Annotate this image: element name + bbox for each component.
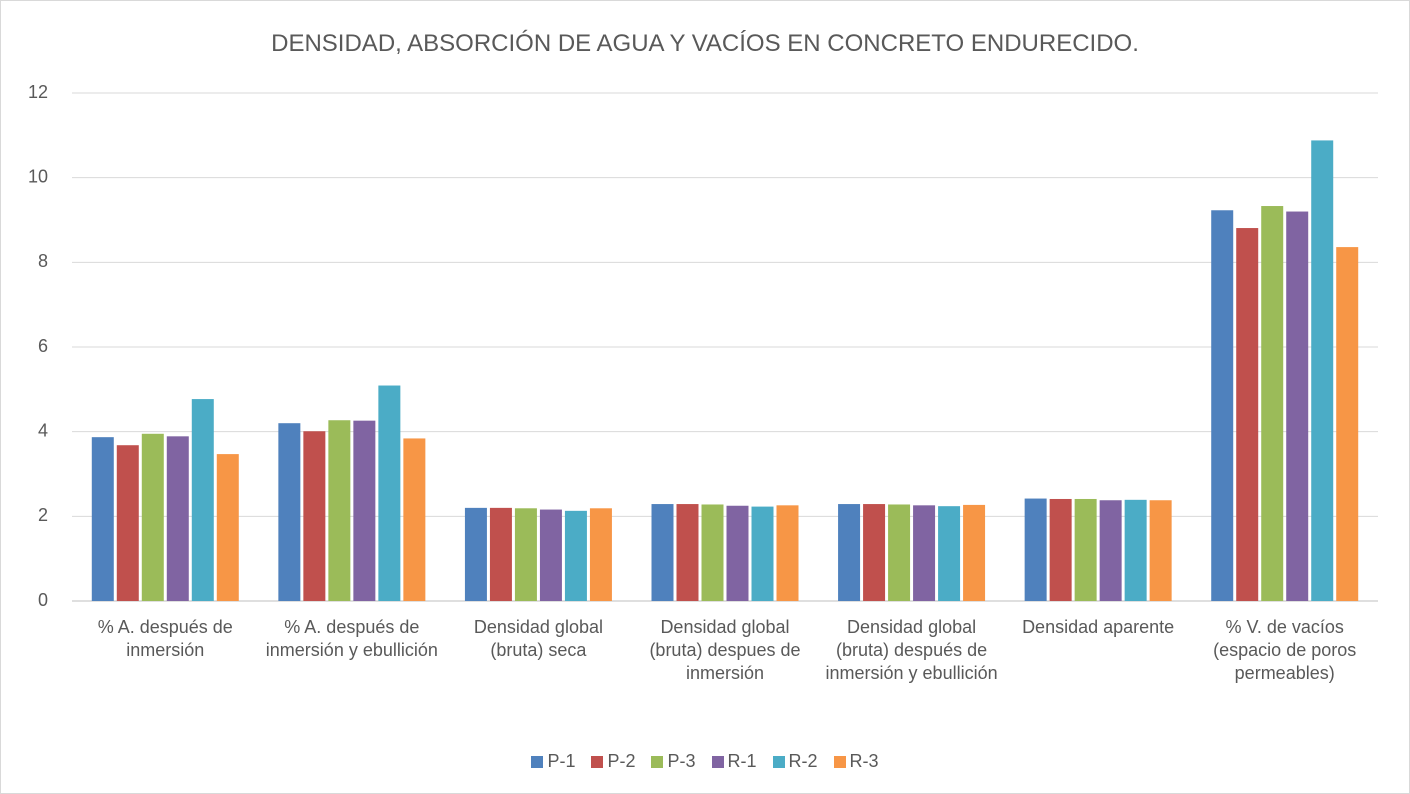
bar [589, 508, 612, 601]
bar [751, 506, 774, 601]
x-tick-label: Densidad aparente [1022, 617, 1175, 637]
y-tick-label: 4 [38, 420, 48, 440]
y-tick-label: 12 [28, 82, 48, 102]
legend-label: P-1 [547, 751, 576, 771]
legend-label: R-2 [788, 751, 818, 771]
bar [863, 504, 886, 601]
bar [141, 433, 164, 601]
legend-item: R-2 [772, 751, 818, 772]
bar [838, 504, 861, 601]
y-tick-label: 0 [38, 590, 48, 610]
bar [1149, 500, 1172, 601]
y-tick-label: 6 [38, 336, 48, 356]
bar [91, 437, 114, 601]
legend-label: R-3 [849, 751, 879, 771]
x-tick-label: Densidad global (bruta) después de inmer… [825, 617, 998, 683]
legend-item: R-1 [711, 751, 757, 772]
bar [651, 504, 674, 601]
bar [1261, 206, 1284, 601]
bar [489, 507, 512, 601]
legend-label: R-1 [727, 751, 757, 771]
bar [1124, 499, 1147, 601]
x-tick-label: % A. después de inmersión [97, 617, 233, 660]
y-tick-label: 10 [28, 166, 48, 186]
legend-swatch [531, 755, 544, 768]
legend-swatch [651, 755, 664, 768]
bar [403, 438, 426, 601]
bar [1211, 210, 1234, 601]
bar [278, 423, 301, 601]
bar [776, 505, 799, 601]
bar [191, 399, 214, 601]
bar [1024, 498, 1047, 601]
bar [303, 431, 326, 601]
bar [1099, 500, 1122, 601]
bar [539, 509, 562, 601]
bar [1336, 247, 1359, 602]
legend-label: P-3 [667, 751, 696, 771]
bar [913, 505, 936, 601]
bar [1074, 498, 1097, 601]
legend-label: P-2 [607, 751, 636, 771]
legend-swatch [772, 755, 785, 768]
bar [676, 504, 699, 601]
bar [1286, 211, 1309, 602]
x-tick-label: Densidad global (bruta) despues de inmer… [649, 617, 801, 683]
legend-item: R-3 [833, 751, 879, 772]
legend-swatch [591, 755, 604, 768]
x-tick-label: % A. después de inmersión y ebullición [265, 617, 438, 660]
y-tick-label: 2 [38, 505, 48, 525]
bar [166, 436, 189, 601]
bar [464, 507, 487, 601]
y-tick-label: 8 [38, 251, 48, 271]
legend-item: P-2 [591, 751, 635, 772]
bar [353, 420, 376, 601]
bar [963, 504, 986, 601]
bar [328, 420, 351, 601]
x-tick-label: Densidad global (bruta) seca [473, 617, 603, 660]
x-tick-label: % V. de vacíos (espacio de poros permeab… [1213, 617, 1357, 683]
chart-title: DENSIDAD, ABSORCIÓN DE AGUA Y VACÍOS EN … [271, 30, 1139, 57]
legend-swatch [711, 755, 724, 768]
legend: P-1 P-2 P-3 R-1 R-2 R-3 [0, 751, 1410, 772]
bar [514, 508, 537, 601]
bar [1311, 140, 1334, 601]
legend-item: P-1 [531, 751, 575, 772]
bar [938, 506, 961, 601]
bar [116, 445, 139, 601]
bar [888, 504, 911, 601]
bar [378, 385, 401, 601]
bar [1236, 228, 1259, 601]
bar [701, 504, 724, 601]
bar [564, 510, 587, 601]
legend-swatch [833, 755, 846, 768]
bar [216, 454, 239, 601]
bar [1049, 498, 1072, 601]
bar [726, 505, 749, 601]
legend-item: P-3 [651, 751, 696, 772]
